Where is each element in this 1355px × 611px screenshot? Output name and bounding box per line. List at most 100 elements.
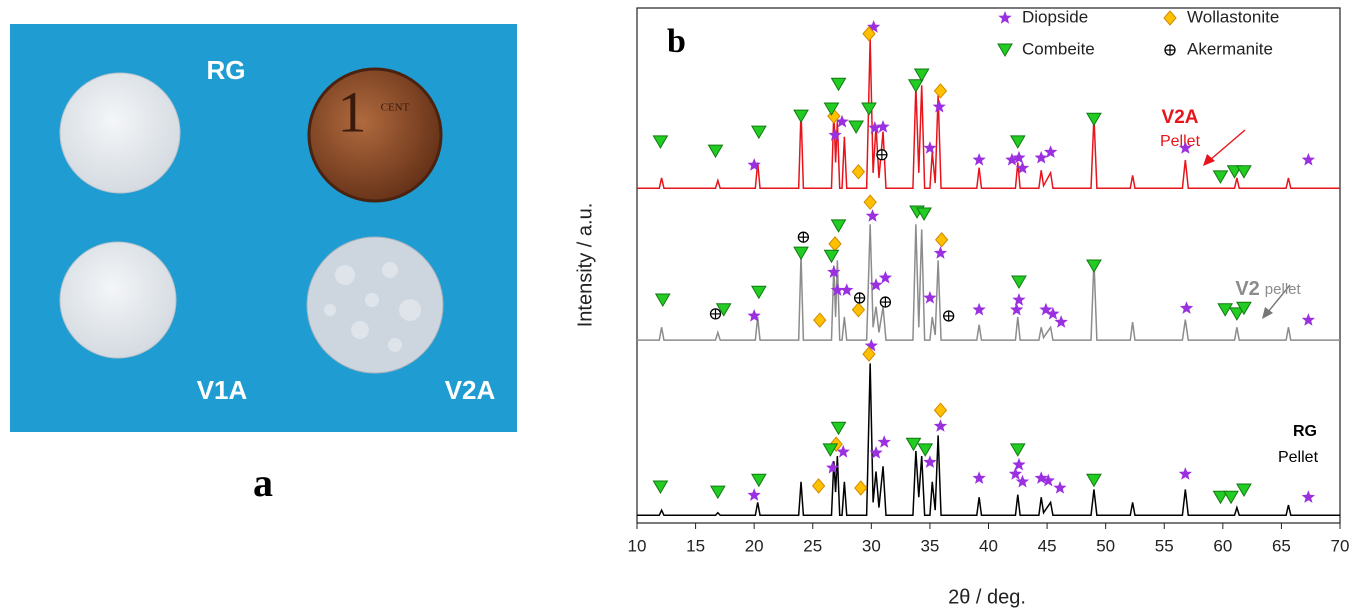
wollastonite-marker — [814, 313, 826, 327]
combeite-marker — [832, 422, 846, 434]
combeite-marker — [709, 145, 723, 157]
combeite-marker — [794, 247, 808, 259]
wollastonite-marker — [852, 303, 864, 317]
wollastonite-marker — [829, 237, 841, 251]
x-tick-label: 35 — [920, 536, 939, 555]
series-note: Pellet — [1278, 449, 1319, 466]
combeite-marker — [711, 486, 725, 498]
photo-panel: 1 CENT RG V1A V2A a — [10, 24, 517, 505]
diopside-marker — [923, 291, 936, 304]
series-name: V2 — [1235, 278, 1259, 300]
combeite-marker — [1237, 484, 1251, 496]
x-tick-label: 55 — [1155, 536, 1174, 555]
series-note: Pellet — [1160, 133, 1201, 150]
y-axis-label: Intensity / a.u. — [574, 203, 596, 328]
diopside-marker — [923, 141, 936, 154]
combeite-marker — [832, 220, 846, 232]
wollastonite-marker — [934, 403, 946, 417]
x-tick-label: 50 — [1096, 536, 1115, 555]
combeite-marker — [1011, 444, 1025, 456]
x-tick-label: 60 — [1213, 536, 1232, 555]
x-tick-label: 40 — [979, 536, 998, 555]
combeite-marker — [1224, 491, 1238, 503]
legend-label: Wollastonite — [1187, 7, 1279, 26]
pellet — [60, 242, 176, 358]
sample-label: RG — [207, 55, 246, 85]
wollastonite-marker — [934, 84, 946, 98]
combeite-marker — [653, 136, 667, 148]
diopside-marker — [1035, 151, 1048, 164]
combeite-marker — [1218, 304, 1232, 316]
x-tick-label: 15 — [686, 536, 705, 555]
coin-text: CENT — [381, 102, 410, 114]
diopside-marker — [934, 419, 947, 432]
diopside-marker — [973, 303, 986, 316]
x-tick-label: 20 — [745, 536, 764, 555]
combeite-marker — [1213, 171, 1227, 183]
diopside-marker — [879, 271, 892, 284]
diopside-marker — [973, 471, 986, 484]
diopside-marker — [1042, 474, 1055, 487]
sample-label: V2A — [445, 375, 496, 405]
page: {"panel_a": {"label": "a", "samples": ["… — [0, 0, 1355, 611]
diopside-marker — [748, 309, 761, 322]
x-tick-label: 65 — [1272, 536, 1291, 555]
combeite-marker — [794, 110, 808, 122]
diopside-marker — [998, 11, 1011, 24]
diopside-marker — [1302, 153, 1315, 166]
x-tick-label: 10 — [628, 536, 647, 555]
akermanite-marker — [877, 150, 887, 160]
combeite-marker — [1087, 260, 1101, 272]
combeite-marker — [824, 250, 838, 262]
series-note: pellet — [1265, 281, 1302, 298]
diopside-marker — [923, 455, 936, 468]
diopside-marker — [878, 435, 891, 448]
coin-text: 1 — [338, 79, 367, 144]
combeite-marker — [1087, 113, 1101, 125]
combeite-marker — [752, 474, 766, 486]
sample-label: V1A — [197, 375, 248, 405]
combeite-marker — [849, 121, 863, 133]
coin — [309, 69, 441, 201]
series-name: V2A — [1162, 107, 1199, 128]
diopside-marker — [1302, 490, 1315, 503]
combeite-marker — [862, 103, 876, 115]
diopside-marker — [934, 246, 947, 259]
panel-label: a — [253, 460, 273, 505]
x-tick-label: 25 — [803, 536, 822, 555]
wollastonite-marker — [1164, 11, 1176, 25]
combeite-marker — [1012, 276, 1026, 288]
combeite-marker — [909, 80, 923, 92]
combeite-marker — [1011, 136, 1025, 148]
diopside-marker — [840, 283, 853, 296]
akermanite-marker — [880, 297, 890, 307]
figure: 1 CENT RG V1A V2A a b 2θ / deg. Intensit… — [0, 0, 1355, 611]
wollastonite-marker — [852, 165, 864, 179]
wollastonite-marker — [813, 479, 825, 493]
combeite-marker — [915, 69, 929, 81]
diopside-marker — [1012, 293, 1025, 306]
combeite-marker — [752, 126, 766, 138]
akermanite-marker — [944, 311, 954, 321]
wollastonite-marker — [936, 233, 948, 247]
combeite-marker — [656, 294, 670, 306]
legend-label: Diopside — [1022, 7, 1088, 26]
combeite-marker — [918, 444, 932, 456]
combeite-marker — [752, 286, 766, 298]
combeite-marker — [1087, 474, 1101, 486]
diopside-marker — [1053, 481, 1066, 494]
legend-label: Combeite — [1022, 39, 1095, 58]
diopside-marker — [1012, 458, 1025, 471]
wollastonite-marker — [855, 481, 867, 495]
diopside-marker — [876, 120, 889, 133]
combeite-marker — [653, 481, 667, 493]
diopside-marker — [973, 153, 986, 166]
diopside-marker — [1302, 313, 1315, 326]
akermanite-marker — [798, 232, 808, 242]
wollastonite-marker — [864, 195, 876, 209]
akermanite-marker — [711, 309, 721, 319]
x-tick-label: 70 — [1331, 536, 1350, 555]
x-axis-label: 2θ / deg. — [948, 586, 1026, 608]
panel-label: b — [667, 23, 686, 60]
series-label: V2 pellet — [1235, 278, 1301, 300]
